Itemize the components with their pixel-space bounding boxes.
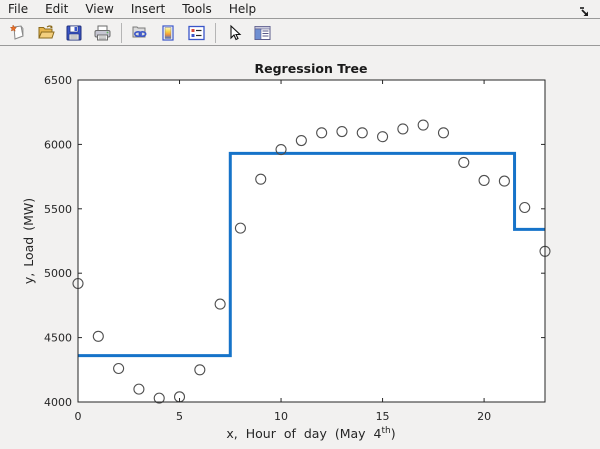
step-line bbox=[78, 151, 545, 358]
toolbar-separator bbox=[121, 22, 122, 43]
x-tick-label: 0 bbox=[75, 410, 82, 423]
chart-title: Regression Tree bbox=[255, 61, 368, 76]
menu-item-edit[interactable]: Edit bbox=[45, 1, 69, 16]
y-tick-label: 5500 bbox=[44, 203, 72, 216]
menu-bar: File Edit View Insert Tools Help bbox=[0, 0, 600, 19]
data-point bbox=[255, 173, 267, 185]
data-point bbox=[478, 174, 490, 187]
x-tick-label: 5 bbox=[176, 410, 183, 423]
data-point bbox=[92, 330, 104, 342]
menu-item-view[interactable]: View bbox=[85, 1, 114, 16]
data-point bbox=[437, 127, 450, 139]
x-tick-label: 15 bbox=[376, 410, 390, 423]
y-tick-label: 4000 bbox=[44, 396, 72, 409]
x-tick-label: 20 bbox=[477, 410, 491, 423]
y-tick-label: 6500 bbox=[44, 74, 72, 87]
data-point bbox=[519, 201, 531, 214]
data-point bbox=[397, 123, 409, 135]
data-point bbox=[275, 144, 287, 156]
x-tick-label: 10 bbox=[274, 410, 288, 423]
data-point bbox=[377, 131, 389, 143]
data-point bbox=[214, 298, 226, 310]
menu-item-insert[interactable]: Insert bbox=[130, 1, 166, 16]
chart-generated: 0 5 10 15 20 4000 4500 5000 5500 6000 6500 bbox=[44, 74, 551, 423]
y-tick-label: 6000 bbox=[44, 138, 72, 151]
menu-item-file[interactable]: File bbox=[8, 1, 29, 16]
toolbar-separator bbox=[215, 22, 216, 43]
data-point bbox=[417, 119, 429, 131]
open-file-icon[interactable] bbox=[34, 22, 58, 44]
data-point bbox=[336, 125, 348, 138]
data-point bbox=[356, 127, 368, 139]
data-point bbox=[498, 175, 510, 187]
edit-plot-icon[interactable] bbox=[222, 22, 246, 44]
plot-area bbox=[78, 80, 545, 402]
dock-figure-icon[interactable] bbox=[578, 3, 590, 16]
y-tick-label: 4500 bbox=[44, 332, 72, 345]
axes-box bbox=[77, 79, 546, 403]
menu-item-help[interactable]: Help bbox=[228, 1, 257, 16]
data-point bbox=[113, 362, 125, 375]
insert-legend-icon[interactable] bbox=[184, 22, 208, 44]
link-plot-icon[interactable] bbox=[128, 22, 152, 44]
print-figure-icon[interactable] bbox=[90, 22, 114, 44]
figure-canvas: 0 5 10 15 20 4000 4500 5000 5500 6000 6500 Regress… bbox=[0, 47, 600, 449]
y-axis-label: y, Load (MW) bbox=[21, 198, 36, 284]
data-point bbox=[234, 222, 246, 234]
new-figure-icon[interactable] bbox=[6, 22, 30, 44]
data-point bbox=[295, 134, 307, 147]
data-point bbox=[153, 392, 165, 404]
figure-toolbar bbox=[0, 20, 600, 46]
chart-canvas: 0 5 10 15 20 4000 4500 5000 5500 6000 6500 Regress… bbox=[21, 61, 551, 441]
data-point bbox=[194, 364, 206, 376]
insert-colorbar-icon[interactable] bbox=[156, 22, 180, 44]
x-axis-label: x, Hour of day (May 4th) bbox=[226, 426, 395, 441]
data-point bbox=[316, 127, 328, 139]
y-tick-label: 5000 bbox=[44, 267, 72, 280]
data-point bbox=[458, 156, 470, 168]
plot-tools-icon[interactable] bbox=[250, 22, 274, 44]
menu-item-tools[interactable]: Tools bbox=[182, 1, 212, 16]
data-point bbox=[133, 383, 145, 395]
save-figure-icon[interactable] bbox=[62, 22, 86, 44]
